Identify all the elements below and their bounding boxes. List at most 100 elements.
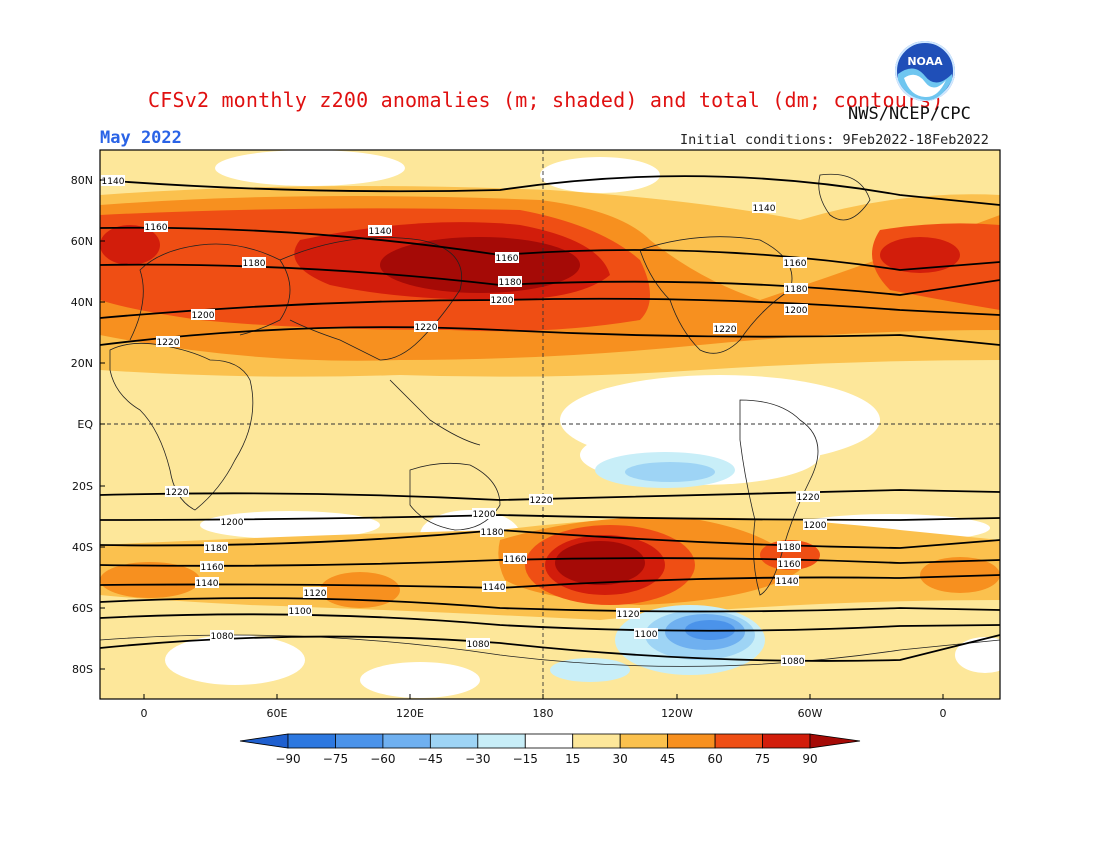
contour-label: 1180 <box>784 283 808 295</box>
contour-value: 1180 <box>499 278 522 288</box>
lon-label: 0 <box>141 707 148 720</box>
latitude-axis: 80N 60N 40N 20N EQ 20S 40S 60S 80S <box>71 174 105 676</box>
contour-value: 1120 <box>617 610 640 620</box>
contour-value: 1160 <box>784 259 807 269</box>
contour-value: 1200 <box>221 518 244 528</box>
contour-value: 1220 <box>530 496 553 506</box>
colorbar-level: −30 <box>465 752 490 766</box>
colorbar-level: 30 <box>613 752 628 766</box>
contour-label: 1140 <box>775 575 799 587</box>
contour-label: 1160 <box>777 558 801 570</box>
contour-value: 1100 <box>635 630 658 640</box>
contour-value: 1160 <box>778 560 801 570</box>
grid-lines <box>100 150 1000 699</box>
contour-line-1140 <box>99 175 1001 206</box>
contour-label: 1100 <box>288 605 312 617</box>
colorbar-box <box>382 733 431 749</box>
contour-labels: 1140 1140 1140 1160 1160 1160 1180 1180 1180 1200… <box>101 175 827 667</box>
contour-label: 1160 <box>200 561 224 573</box>
contour-label: 1200 <box>191 309 215 321</box>
contour-label: 1200 <box>490 294 514 306</box>
contour-label: 1160 <box>503 553 527 565</box>
contour-label: 1180 <box>480 526 504 538</box>
colorbar-level: −60 <box>370 752 395 766</box>
contour-value: 1160 <box>201 563 224 573</box>
contour-value: 1140 <box>483 583 506 593</box>
contour-label: 1220 <box>414 321 438 333</box>
contour-label: 1080 <box>466 638 490 650</box>
lat-label: 40N <box>71 296 93 309</box>
colorbar-level: 45 <box>660 752 675 766</box>
contour-label: 1140 <box>482 581 506 593</box>
height-contours <box>99 175 1001 662</box>
contour-label: 1180 <box>204 542 228 554</box>
contour-value: 1220 <box>714 325 737 335</box>
contour-value: 1180 <box>785 285 808 295</box>
contour-value: 1140 <box>753 204 776 214</box>
colorbar-level: −15 <box>513 752 538 766</box>
contour-label: 1160 <box>495 252 519 264</box>
contour-value: 1200 <box>192 311 215 321</box>
contour-label: 1140 <box>101 175 125 187</box>
colorbar-box <box>572 733 621 749</box>
initial-conditions: Initial conditions: 9Feb2022-18Feb2022 <box>680 132 989 148</box>
colorbar-level: −75 <box>323 752 348 766</box>
lat-label: 60S <box>72 602 93 615</box>
contour-label: 1220 <box>156 336 180 348</box>
contour-value: 1200 <box>785 306 808 316</box>
contour-label: 1100 <box>634 628 658 640</box>
colorbar-level: −45 <box>418 752 443 766</box>
colorbar-box <box>335 733 384 749</box>
contour-label: 1220 <box>165 486 189 498</box>
lat-label: 20S <box>72 480 93 493</box>
lon-label: 120W <box>661 707 693 720</box>
lat-label: 20N <box>71 357 93 370</box>
contour-label: 1160 <box>144 221 168 233</box>
contour-label: 1120 <box>303 587 327 599</box>
lat-label: 60N <box>71 235 93 248</box>
contour-value: 1140 <box>369 227 392 237</box>
lat-label: EQ <box>77 418 93 431</box>
contour-value: 1160 <box>496 254 519 264</box>
colorbar-level: 15 <box>565 752 580 766</box>
colorbar-right-arrow <box>809 733 861 749</box>
lon-label: 60E <box>267 707 288 720</box>
contour-label: 1180 <box>498 276 522 288</box>
contour-value: 1180 <box>481 528 504 538</box>
contour-label: 1220 <box>529 494 553 506</box>
contour-label: 1180 <box>242 257 266 269</box>
contour-label: 1180 <box>777 541 801 553</box>
agency-label: NWS/NCEP/CPC <box>848 104 971 124</box>
contour-value: 1140 <box>102 177 125 187</box>
contour-value: 1160 <box>504 555 527 565</box>
contour-label: 1080 <box>210 630 234 642</box>
lat-label: 80S <box>72 663 93 676</box>
contour-line-1100 <box>99 613 1001 632</box>
lat-label: 80N <box>71 174 93 187</box>
lon-label: 180 <box>533 707 554 720</box>
contour-line-1120 <box>99 597 1001 613</box>
contour-label: 1160 <box>783 257 807 269</box>
contour-value: 1140 <box>196 579 219 589</box>
colorbar-box <box>667 733 716 749</box>
contour-line-1220 <box>99 326 1001 346</box>
colorbar-left-arrow <box>239 733 289 749</box>
lon-label: 0 <box>940 707 947 720</box>
contour-value: 1140 <box>776 577 799 587</box>
contour-label: 1140 <box>195 577 219 589</box>
contour-label: 1220 <box>796 491 820 503</box>
contour-value: 1160 <box>145 223 168 233</box>
contour-value: 1120 <box>304 589 327 599</box>
colorbar-box <box>429 733 479 749</box>
contour-value: 1200 <box>473 510 496 520</box>
contour-value: 1220 <box>157 338 180 348</box>
contour-label: 1200 <box>220 516 244 528</box>
contour-label: 1120 <box>616 608 640 620</box>
anomaly-shading <box>100 150 1000 699</box>
chart-title: CFSv2 monthly z200 anomalies (m; shaded)… <box>148 88 944 112</box>
lon-label: 60W <box>798 707 823 720</box>
contour-value: 1220 <box>166 488 189 498</box>
contour-value: 1180 <box>205 544 228 554</box>
noaa-logo-icon: NOAA <box>895 41 955 101</box>
colorbar-box <box>714 733 763 749</box>
